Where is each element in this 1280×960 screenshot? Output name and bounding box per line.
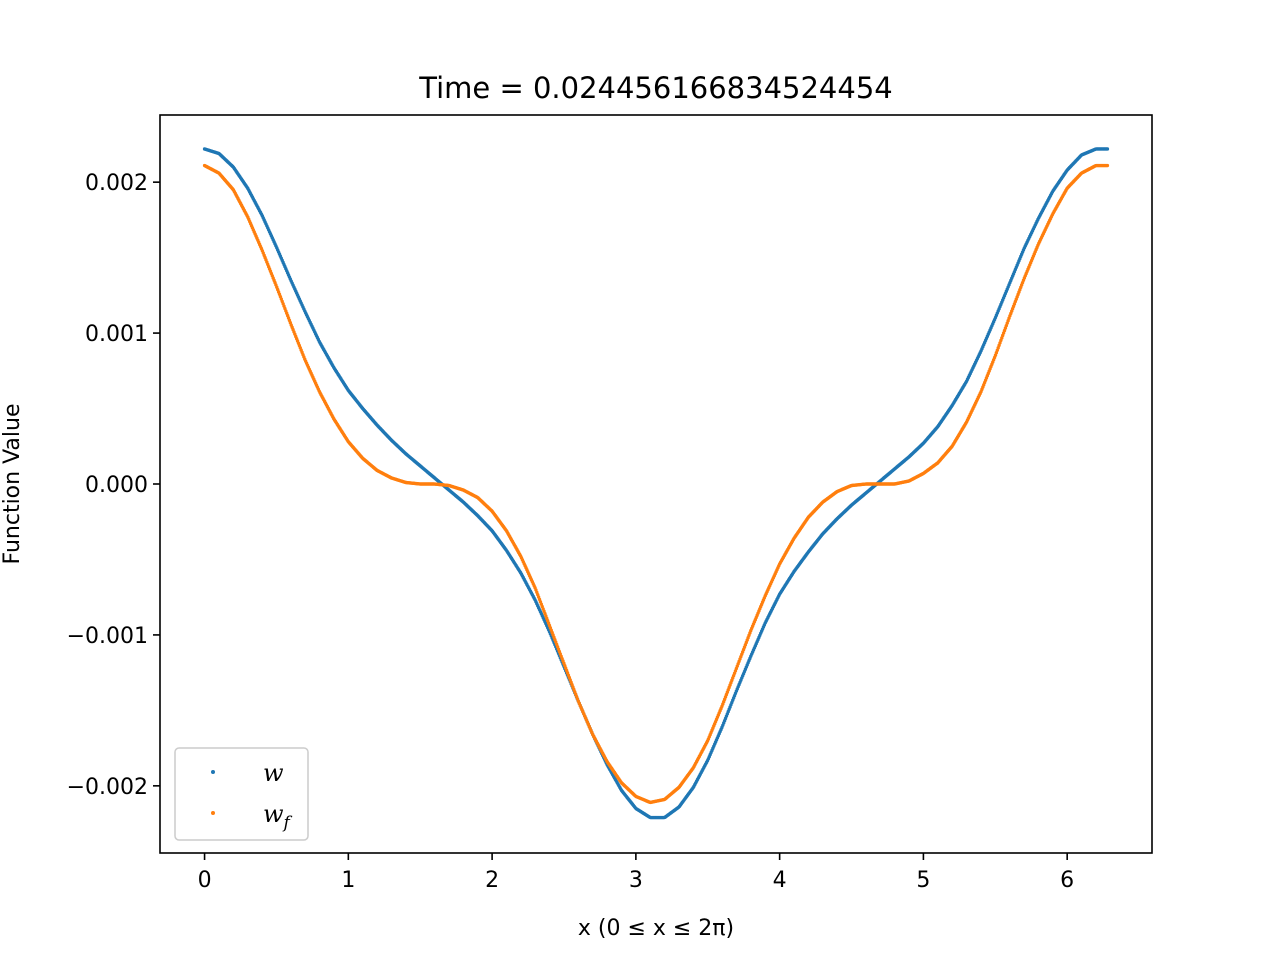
y-axis-label: Function Value xyxy=(0,404,25,565)
series-w xyxy=(202,147,1110,820)
y-tick-label: 0.002 xyxy=(85,171,148,196)
series-wf xyxy=(202,163,1110,805)
legend-label-wf: wf xyxy=(263,800,293,833)
y-axis: −0.002 −0.001 0.000 0.001 0.002 xyxy=(67,171,160,800)
plot-series xyxy=(202,147,1110,820)
x-tick-label: 5 xyxy=(916,868,930,893)
x-tick-label: 3 xyxy=(629,868,643,893)
x-axis-label: x (0 ≤ x ≤ 2π) xyxy=(578,916,734,941)
legend-label-w: w xyxy=(263,759,284,787)
y-tick-label: 0.000 xyxy=(85,473,148,498)
x-tick-label: 1 xyxy=(341,868,355,893)
y-tick-label: −0.001 xyxy=(67,624,148,649)
x-axis: 0 1 2 3 4 5 6 xyxy=(198,853,1074,893)
x-tick-label: 2 xyxy=(485,868,499,893)
legend-label-wf-base: w xyxy=(263,800,284,828)
y-tick-label: 0.001 xyxy=(85,322,148,347)
plot-frame xyxy=(159,114,1153,854)
legend-marker-wf xyxy=(211,811,215,815)
x-tick-label: 6 xyxy=(1060,868,1074,893)
data-point xyxy=(1105,147,1110,151)
x-tick-label: 4 xyxy=(773,868,787,893)
legend-marker-w xyxy=(211,770,215,774)
y-tick-label: −0.002 xyxy=(67,775,148,800)
legend: w wf xyxy=(174,747,309,841)
legend-box xyxy=(174,747,309,841)
legend-label-wf-subscript: f xyxy=(282,813,293,833)
data-point xyxy=(1105,163,1110,168)
chart-title: Time = 0.024456166834524454 xyxy=(418,71,893,105)
x-tick-label: 0 xyxy=(198,868,212,893)
